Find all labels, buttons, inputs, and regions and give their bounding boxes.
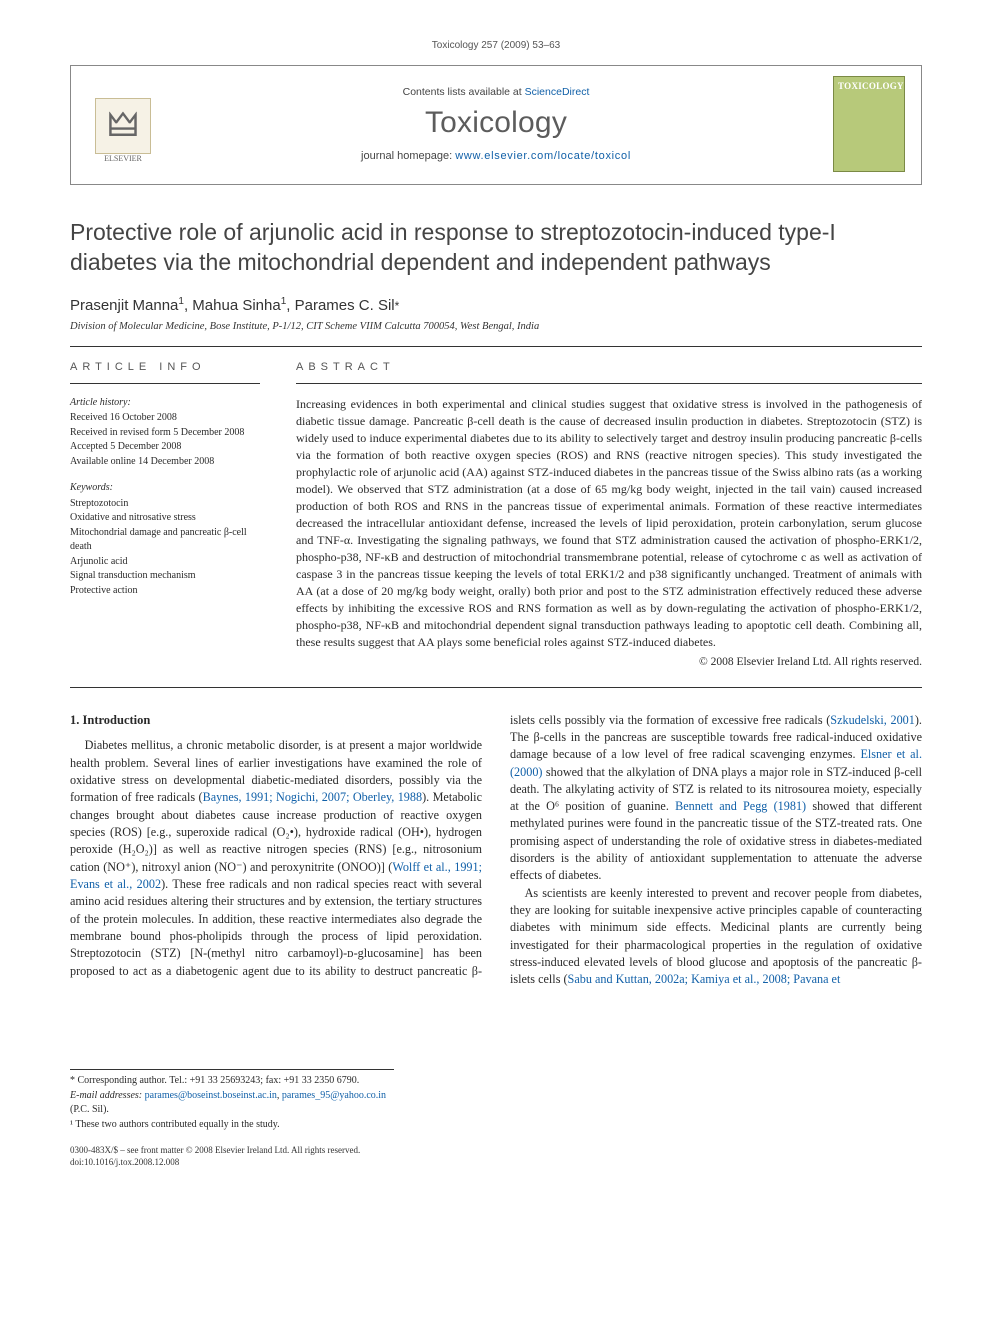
history-line: Available online 14 December 2008 (70, 455, 260, 470)
running-head: Toxicology 257 (2009) 53–63 (70, 40, 922, 51)
section-number: 1. (70, 713, 79, 727)
keyword: Signal transduction mechanism (70, 569, 260, 584)
elsevier-tree-icon: 🜲 (95, 98, 151, 154)
abstract-heading: abstract (296, 361, 922, 373)
abstract-col: abstract Increasing evidences in both ex… (296, 361, 922, 671)
journal-header-box: 🜲 ELSEVIER Contents lists available at S… (70, 65, 922, 185)
front-matter-line: 0300-483X/$ – see front matter © 2008 El… (70, 1144, 922, 1156)
homepage-prefix: journal homepage: (361, 150, 455, 162)
article-info-block: Article history: Received 16 October 200… (70, 383, 260, 599)
author-list: Prasenjit Manna1, Mahua Sinha1, Parames … (70, 296, 922, 314)
footnotes: * Corresponding author. Tel.: +91 33 256… (70, 1069, 394, 1132)
keyword: Streptozotocin (70, 497, 260, 512)
citation-link[interactable]: Szkudelski, 2001 (830, 713, 915, 727)
article-title: Protective role of arjunolic acid in res… (70, 217, 922, 278)
elsevier-logo-label: ELSEVIER (104, 154, 142, 163)
contents-prefix: Contents lists available at (403, 86, 525, 98)
journal-homepage-line: journal homepage: www.elsevier.com/locat… (173, 150, 819, 162)
sciencedirect-link[interactable]: ScienceDirect (525, 86, 590, 98)
abstract-body: Increasing evidences in both experimenta… (296, 397, 922, 649)
elsevier-logo: 🜲 ELSEVIER (87, 85, 159, 163)
article-info-heading: article info (70, 361, 260, 373)
abstract-text: Increasing evidences in both experimenta… (296, 383, 922, 671)
history-line: Received 16 October 2008 (70, 411, 260, 426)
body-paragraph: As scientists are keenly interested to p… (510, 885, 922, 989)
info-abstract-row: article info Article history: Received 1… (70, 361, 922, 671)
document-footer: 0300-483X/$ – see front matter © 2008 El… (70, 1144, 922, 1168)
history-head: Article history: (70, 396, 260, 411)
journal-homepage-link[interactable]: www.elsevier.com/locate/toxicol (455, 150, 631, 162)
history-line: Received in revised form 5 December 2008 (70, 426, 260, 441)
email-footnote: E-mail addresses: parames@boseinst.bosei… (70, 1089, 394, 1117)
citation-link[interactable]: Baynes, 1991; Nogichi, 2007; Oberley, 19… (203, 790, 423, 804)
equal-contrib-footnote: ¹ These two authors contributed equally … (70, 1118, 394, 1132)
cover-label: TOXICOLOGY (838, 81, 900, 91)
section-title: Introduction (83, 713, 151, 727)
abstract-copyright: © 2008 Elsevier Ireland Ltd. All rights … (296, 654, 922, 670)
keyword: Arjunolic acid (70, 555, 260, 570)
divider-below-abstract (70, 687, 922, 688)
article-info-col: article info Article history: Received 1… (70, 361, 260, 671)
email-link[interactable]: parames_95@yahoo.co.in (282, 1090, 386, 1101)
affiliation: Division of Molecular Medicine, Bose Ins… (70, 321, 922, 332)
keyword: Protective action (70, 584, 260, 599)
email-tail: (P.C. Sil). (70, 1104, 109, 1115)
section-heading-intro: 1. Introduction (70, 712, 482, 730)
header-middle: Contents lists available at ScienceDirec… (173, 86, 819, 162)
citation-link[interactable]: Sabu and Kuttan, 2002a; Kamiya et al., 2… (568, 972, 841, 986)
email-label: E-mail addresses: (70, 1090, 142, 1101)
keywords-head: Keywords: (70, 481, 260, 496)
contents-available-line: Contents lists available at ScienceDirec… (173, 86, 819, 98)
doi-line: doi:10.1016/j.tox.2008.12.008 (70, 1156, 922, 1168)
corr-author-footnote: * Corresponding author. Tel.: +91 33 256… (70, 1074, 394, 1088)
journal-name: Toxicology (173, 106, 819, 140)
history-line: Accepted 5 December 2008 (70, 440, 260, 455)
keyword: Oxidative and nitrosative stress (70, 511, 260, 526)
email-link[interactable]: parames@boseinst.boseinst.ac.in (145, 1090, 277, 1101)
keyword: Mitochondrial damage and pancreatic β-ce… (70, 526, 260, 555)
body-two-column: 1. Introduction Diabetes mellitus, a chr… (70, 712, 922, 989)
citation-link[interactable]: Bennett and Pegg (1981) (675, 799, 806, 813)
journal-cover-thumb: TOXICOLOGY (833, 76, 905, 172)
divider-top (70, 346, 922, 347)
